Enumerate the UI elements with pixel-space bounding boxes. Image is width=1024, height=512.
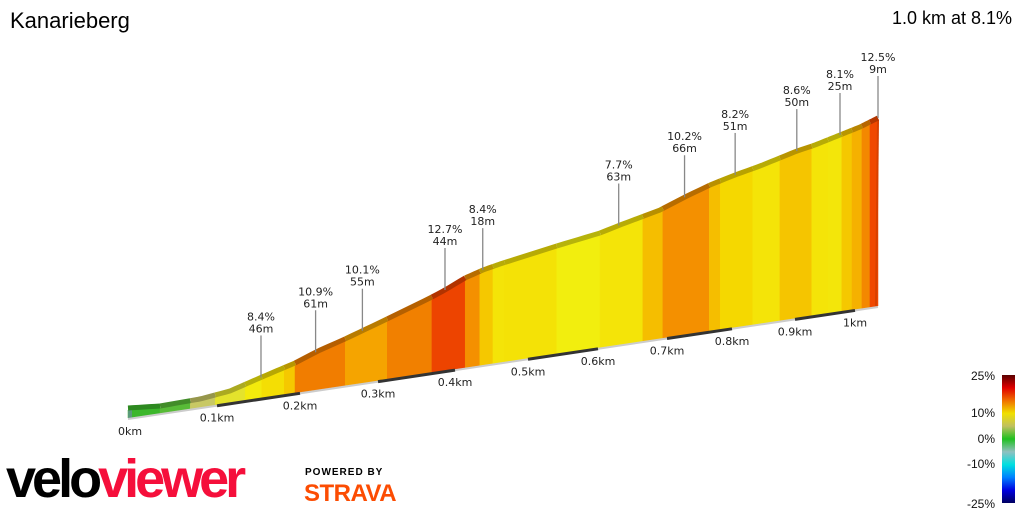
x-tick-label: 0.5km [511, 365, 546, 378]
segment-top-edge [751, 155, 781, 171]
gradient-segment [599, 218, 644, 348]
gradient-segment [479, 268, 494, 366]
km-band [527, 347, 599, 361]
segment-top-edge [478, 264, 494, 274]
gradient-segment [662, 186, 710, 339]
x-tick-label: 0.6km [581, 355, 616, 368]
segment-top-edge [719, 166, 754, 184]
annotation-gradient: 10.2% [667, 130, 702, 143]
segment-top-edge [778, 143, 813, 161]
annotation-length: 25m [828, 80, 853, 93]
veloviewer-logo: veloviewer [6, 449, 246, 509]
km-band [377, 368, 456, 384]
segment-top-edge [840, 127, 853, 137]
annotation-length: 46m [249, 322, 274, 335]
segment-top-edge [430, 275, 467, 300]
segment-top-edge [344, 316, 389, 342]
annotation-gradient: 8.6% [783, 84, 811, 97]
annotation-gradient: 12.7% [428, 223, 463, 236]
segment-top-edge [811, 137, 829, 149]
segment-top-edge [283, 360, 296, 370]
gradient-segment [464, 273, 481, 368]
segment-top-edge [464, 269, 481, 281]
annotation-gradient: 8.2% [721, 108, 749, 121]
gradient-segment [827, 135, 843, 314]
segment-top-edge [851, 123, 864, 133]
annotation-gradient: 10.9% [298, 285, 333, 298]
annotation-gradient: 8.1% [826, 68, 854, 81]
gradient-segment [861, 123, 871, 309]
segment-top-edge [386, 294, 434, 322]
segment-top-edge [293, 336, 347, 366]
gradient-segment [386, 298, 433, 380]
gradient-segment [556, 234, 601, 355]
strava-logo: STRAVA [304, 480, 397, 507]
x-tick-label: 0.4km [438, 376, 473, 389]
legend-color-bar [1002, 375, 1015, 503]
x-tick-label: 0.2km [283, 399, 318, 412]
segment-top-edge [492, 260, 506, 269]
segment-top-edge [708, 178, 722, 188]
x-tick-label: 0.3km [361, 388, 396, 401]
gradient-segment [841, 131, 853, 312]
segment-top-edge [641, 206, 664, 219]
legend-label: 10% [971, 406, 995, 420]
legend-label: -10% [967, 457, 995, 471]
climb-title: Kanarieberg [10, 8, 130, 33]
segment-top-edge [244, 374, 263, 387]
annotation-gradient: 12.5% [861, 51, 896, 64]
segment-top-edge [503, 243, 558, 265]
annotation-length: 50m [784, 96, 809, 109]
powered-by-label: POWERED BY [305, 467, 384, 478]
gradient-segment [752, 159, 781, 325]
annotation-length: 51m [723, 120, 748, 133]
x-tick-label: 0.9km [778, 325, 813, 338]
annotation-gradient: 10.1% [345, 264, 380, 277]
annotation-length: 66m [672, 142, 697, 155]
x-tick-label: 0.1km [200, 412, 235, 425]
gradient-segment [811, 141, 829, 317]
gradient-segment [492, 264, 505, 364]
annotation-gradient: 8.4% [247, 310, 275, 323]
segment-top-edge [159, 398, 191, 409]
annotation-length: 63m [606, 171, 631, 184]
segment-top-edge [189, 392, 216, 404]
annotation-length: 61m [303, 297, 328, 310]
legend-label: -25% [967, 497, 995, 511]
segment-top-edge [868, 115, 880, 125]
segment-top-edge [214, 382, 247, 398]
km-band [216, 391, 301, 408]
annotation-gradient: 7.7% [605, 159, 633, 172]
gradient-segment [642, 210, 664, 342]
annotation-length: 55m [350, 276, 375, 289]
x-tick-label: 0.8km [715, 335, 750, 348]
climb-summary: 1.0 km at 8.1% [891, 8, 1012, 28]
segment-top-edge [599, 214, 644, 236]
x-tick-label: 0.7km [650, 345, 685, 358]
segment-top-edge [827, 131, 843, 143]
annotation-gradient: 8.4% [469, 203, 497, 216]
x-tick-label: 0km [118, 425, 142, 438]
gradient-segment [720, 170, 754, 330]
legend-label: 0% [978, 432, 996, 446]
segment-top-edge [860, 119, 872, 129]
annotation-length: 18m [470, 215, 495, 228]
end-edge [875, 119, 879, 307]
segment-top-edge [555, 230, 601, 249]
gradient-segment [709, 182, 721, 332]
gradient-segment [779, 147, 813, 321]
annotation-length: 44m [433, 235, 458, 248]
segment-top-edge [260, 365, 286, 380]
legend-label: 25% [971, 369, 995, 383]
km-band [794, 308, 856, 321]
segment-top-edge [661, 183, 711, 211]
x-tick-label: 1km [843, 316, 867, 329]
start-edge [128, 410, 132, 418]
gradient-segment [851, 127, 863, 311]
segment-top-edge [127, 403, 161, 411]
annotation-length: 9m [869, 63, 887, 76]
km-band [666, 327, 733, 340]
gradient-segment [504, 247, 557, 363]
